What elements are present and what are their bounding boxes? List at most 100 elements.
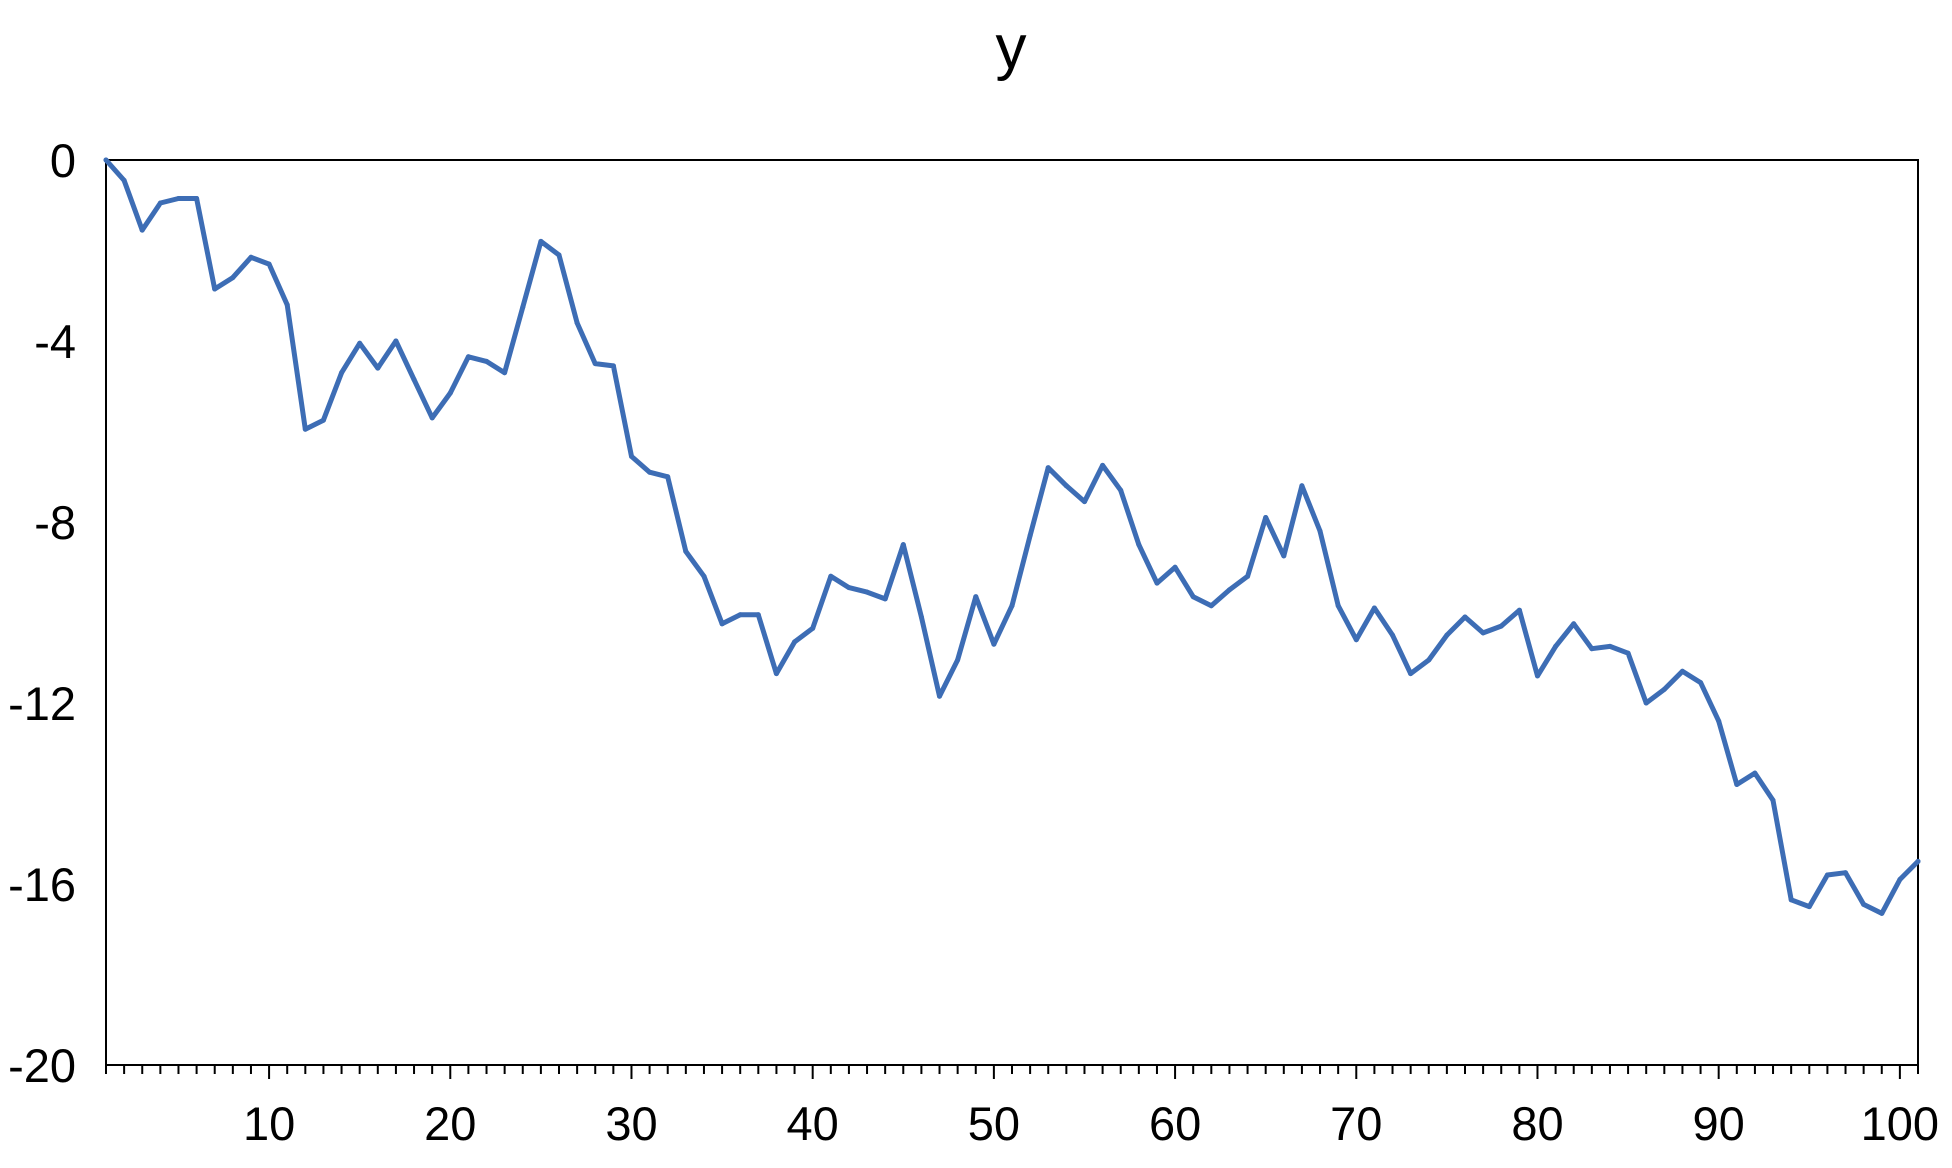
data-point — [393, 338, 399, 344]
y-tick-label: 0 — [50, 134, 76, 187]
data-point — [520, 304, 526, 310]
data-point — [574, 320, 580, 326]
x-tick-label: 10 — [243, 1097, 295, 1150]
data-point — [1136, 542, 1142, 548]
x-tick-label: 50 — [968, 1097, 1020, 1150]
data-point — [1226, 587, 1232, 593]
data-point — [1770, 797, 1776, 803]
data-point — [447, 390, 453, 396]
y-tick-label: -16 — [8, 858, 76, 911]
data-point — [248, 254, 254, 260]
data-point — [1063, 483, 1069, 489]
y-tick-label: -4 — [34, 315, 76, 368]
data-point — [1009, 603, 1015, 609]
series-line — [103, 157, 1921, 916]
x-tick-label: 70 — [1330, 1097, 1382, 1150]
data-point — [1480, 630, 1486, 636]
y-tick-label: -20 — [8, 1039, 76, 1092]
x-tick-label: 20 — [424, 1097, 476, 1150]
data-point — [1027, 533, 1033, 539]
data-point — [484, 358, 489, 364]
data-point — [1444, 632, 1450, 638]
data-point — [647, 469, 653, 475]
x-axis: 10 20 30 40 50 60 70 80 90 100 — [105, 1065, 1939, 1150]
data-point — [339, 370, 345, 376]
data-point — [864, 589, 870, 595]
data-point — [900, 542, 906, 548]
data-point — [755, 612, 761, 618]
y-tick-label: -8 — [34, 496, 76, 549]
data-point — [320, 417, 326, 423]
data-point — [502, 370, 508, 376]
data-point — [1299, 483, 1305, 489]
data-point — [1353, 637, 1359, 643]
data-point — [556, 252, 562, 258]
data-point — [212, 286, 218, 292]
data-point — [1824, 872, 1830, 878]
data-point — [1571, 621, 1577, 627]
data-point — [1607, 643, 1613, 649]
data-point — [1788, 897, 1794, 903]
data-point — [1752, 770, 1758, 776]
data-point — [1661, 686, 1667, 692]
data-point — [230, 275, 236, 281]
x-tick-label: 80 — [1511, 1097, 1563, 1150]
data-point — [538, 238, 544, 244]
data-point — [937, 693, 942, 699]
data-point — [1462, 614, 1468, 620]
data-point — [1371, 605, 1377, 611]
data-point — [1100, 462, 1106, 468]
data-point — [592, 361, 598, 367]
data-point — [828, 573, 834, 579]
data-point — [1190, 594, 1196, 600]
data-point — [465, 354, 471, 360]
data-point — [194, 196, 200, 201]
data-point — [1843, 870, 1848, 876]
data-point — [792, 639, 798, 645]
data-point — [1535, 673, 1540, 679]
chart-title: y — [996, 13, 1027, 82]
data-point — [1734, 782, 1740, 787]
data-point — [1082, 499, 1087, 505]
data-point — [719, 621, 725, 627]
data-point — [1154, 580, 1160, 586]
data-point — [665, 474, 671, 480]
data-point — [1806, 904, 1812, 910]
y-axis: 0 -4 -8 -12 -16 -20 — [8, 134, 76, 1092]
data-point — [1679, 668, 1685, 674]
x-tick-label: 60 — [1149, 1097, 1201, 1150]
data-point — [1208, 603, 1214, 609]
data-point — [610, 363, 616, 369]
x-tick-label: 90 — [1693, 1097, 1745, 1150]
data-point — [882, 596, 888, 602]
series-layer — [103, 157, 1921, 916]
data-point — [701, 573, 707, 579]
y-tick-label: -12 — [8, 677, 76, 730]
data-point — [1281, 553, 1287, 559]
data-point — [1589, 646, 1595, 652]
data-point — [1498, 623, 1504, 629]
x-tick-label: 100 — [1861, 1097, 1939, 1150]
data-point — [1317, 528, 1323, 534]
data-point — [1335, 603, 1341, 609]
data-point — [1263, 515, 1269, 520]
data-point — [266, 261, 272, 267]
data-point — [1861, 901, 1867, 907]
data-point — [918, 614, 924, 620]
data-point — [1915, 858, 1921, 864]
data-point — [1426, 657, 1432, 663]
data-point — [1716, 718, 1722, 724]
data-point — [1897, 877, 1903, 882]
data-point — [284, 302, 290, 308]
data-point — [737, 612, 743, 618]
data-point — [1408, 671, 1414, 677]
data-point — [429, 415, 435, 421]
data-point — [375, 365, 381, 371]
data-point — [157, 200, 163, 206]
data-point — [683, 548, 689, 554]
data-point — [1698, 680, 1704, 686]
plot-area-frame — [105, 159, 1919, 1066]
data-point — [1245, 573, 1251, 579]
